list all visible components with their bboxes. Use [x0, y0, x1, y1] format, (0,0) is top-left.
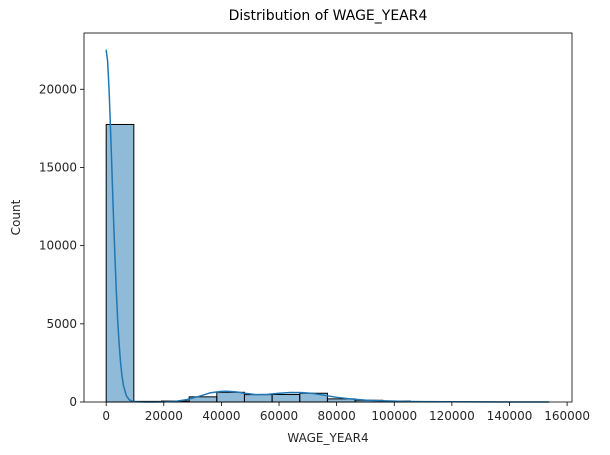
kde-layer	[105, 49, 550, 403]
histogram-bar	[271, 393, 301, 403]
x-axis-title: WAGE_YEAR4	[287, 431, 368, 445]
x-tick-label: 100000	[371, 409, 417, 423]
bars-layer	[105, 123, 550, 403]
x-tick-label: 140000	[487, 409, 533, 423]
x-tick-label: 60000	[260, 409, 298, 423]
x-tick-label: 0	[102, 409, 110, 423]
x-tick-label: 80000	[318, 409, 356, 423]
y-axis-title: Count	[9, 199, 23, 235]
histogram-bar	[216, 391, 245, 403]
chart-title: Distribution of WAGE_YEAR4	[229, 8, 428, 24]
y-tick-label: 10000	[39, 239, 77, 253]
y-tick-label: 0	[69, 395, 77, 409]
y-axis: 0 5000 10000 15000 20000	[39, 82, 84, 409]
y-tick-label: 15000	[39, 160, 77, 174]
x-tick-label: 120000	[429, 409, 475, 423]
x-tick-label: 40000	[202, 409, 240, 423]
histogram-bar	[243, 394, 273, 403]
kde-line	[105, 49, 550, 403]
x-tick-label: 160000	[544, 409, 590, 423]
x-tick-label: 20000	[145, 409, 183, 423]
y-tick-label: 5000	[46, 317, 77, 331]
y-tick-label: 20000	[39, 82, 77, 96]
plot-frame	[83, 32, 573, 403]
x-axis: 0 20000 40000 60000 80000 100000 120000 140000 1…	[102, 402, 590, 423]
